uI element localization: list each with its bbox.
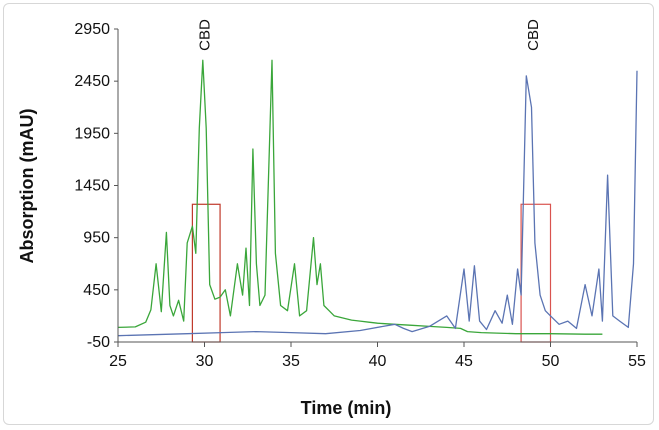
series-layer	[117, 59, 638, 337]
x-tick-label: 50	[542, 353, 560, 370]
x-tick-label: 45	[455, 353, 473, 370]
highlight-layer	[191, 203, 552, 343]
x-tick-label: 40	[369, 353, 387, 370]
y-tick-label: 450	[83, 282, 110, 299]
series-line-2	[117, 70, 638, 337]
axes-layer: -50 450 950 1450 1950 2450 2950 25 30 35 40 45 50 55	[74, 21, 646, 370]
series-line-1	[117, 59, 603, 335]
x-tick-label: 30	[196, 353, 214, 370]
y-tick-label: 1950	[74, 125, 110, 142]
annotation-label-1: CBD	[197, 19, 214, 51]
x-tick-label: 55	[628, 353, 646, 370]
y-axis-title: Absorption (mAU)	[17, 109, 37, 264]
annotation-layer: CBD CBD	[197, 19, 543, 51]
x-axis-title: Time (min)	[301, 398, 392, 418]
chart-card	[3, 3, 654, 425]
x-tick-label: 25	[109, 353, 127, 370]
y-tick-label: -50	[87, 334, 110, 351]
y-tick-label: 1450	[74, 178, 110, 195]
y-tick-label: 950	[83, 230, 110, 247]
y-tick-label: 2950	[74, 21, 110, 38]
y-tick-label: 2450	[74, 73, 110, 90]
annotation-label-2: CBD	[525, 19, 542, 51]
x-tick-label: 35	[282, 353, 300, 370]
highlight-box-2	[520, 203, 552, 343]
